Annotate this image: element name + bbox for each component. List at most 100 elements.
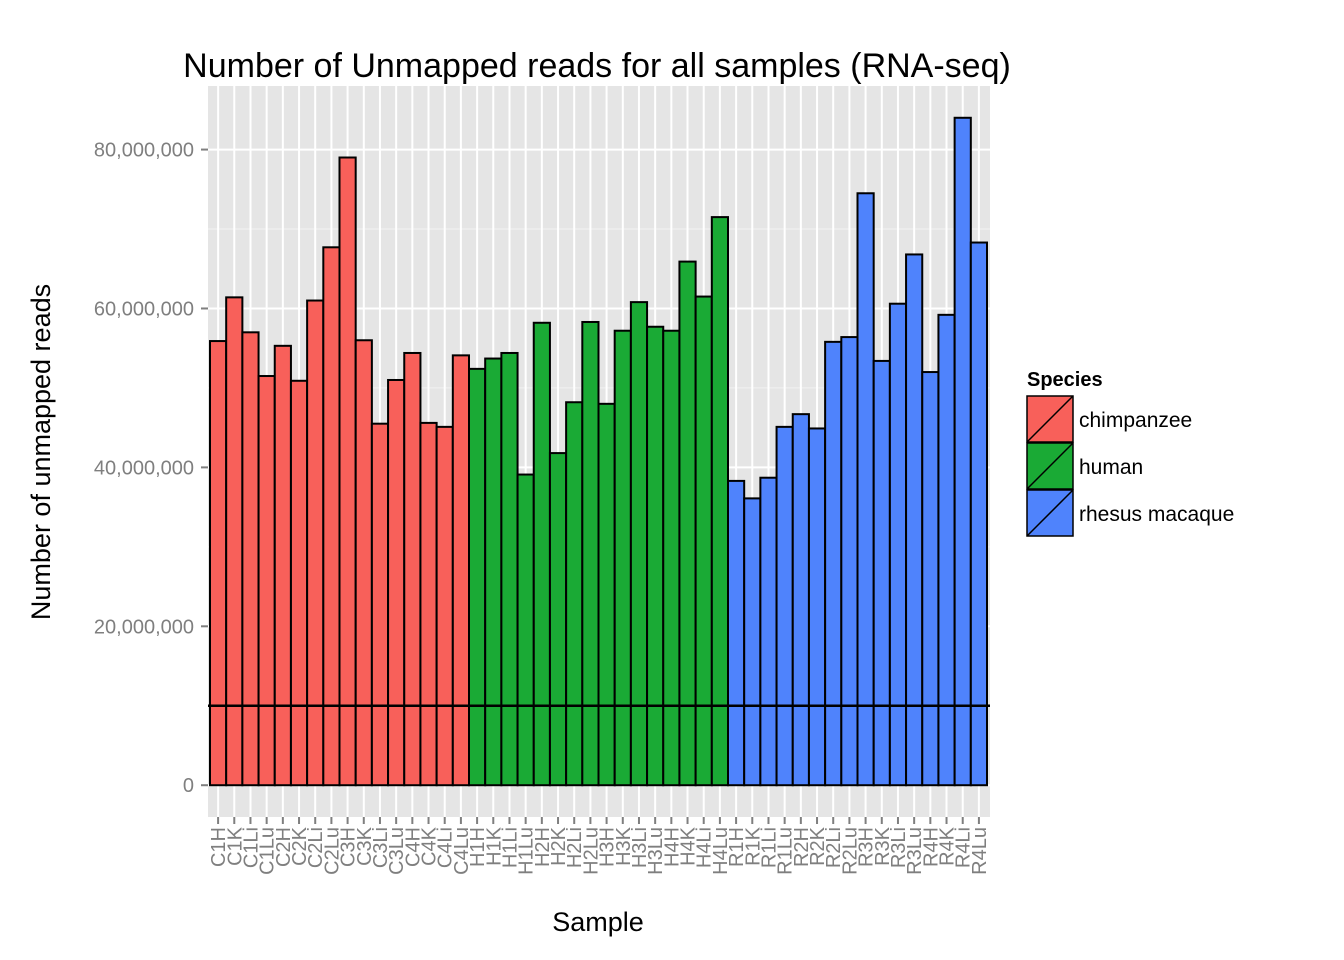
x-tick-label: H2K [548,826,570,866]
bar-R4Lu [969,241,988,787]
bar-C3Li [370,422,390,787]
bar-C1H [209,340,228,787]
bar-H1H [468,367,487,787]
x-tick-label: R2H [791,827,813,867]
x-tick-label: C3H [338,827,360,867]
x-tick-label: C2Lu [321,827,343,875]
x-tick-label: C4K [419,826,441,866]
bar-H2H [532,321,551,787]
x-tick-label: H2H [532,827,554,867]
x-tick-label: R2Lu [839,827,861,875]
x-tick-label: C2H [273,827,295,867]
bar-R3Li [888,302,908,787]
x-tick-label: R1H [726,827,748,867]
chart-title: Number of Unmapped reads for all samples… [183,47,1011,85]
bar-C2Li [306,299,325,787]
bar-H1K [484,357,503,787]
bar-H3Li [629,301,649,787]
x-tick-label: R4Lu [969,827,991,875]
y-axis-title: Number of unmapped reads [26,284,56,620]
x-tick-label: C2Li [305,827,327,868]
bar-C4Lu [451,354,470,787]
x-tick-label: R1Lu [775,827,797,875]
x-tick-label: R4K [937,826,959,866]
bar-R3H [856,192,875,787]
bar-H2K [548,452,568,787]
legend-label: rhesus macaque [1079,503,1234,526]
x-tick-label: C2K [289,826,311,866]
bar-R4H [921,371,940,787]
bar-C4Li [435,425,454,787]
bar-R1Li [759,476,778,787]
x-tick-label: R3Li [888,827,910,868]
bar-C2H [273,344,292,787]
bar-R2Li [824,340,843,787]
bar-H1Li [500,351,519,787]
bar-H4H [662,329,681,787]
bar-R4K [937,313,956,787]
y-tick-label: 40,000,000 [94,457,194,479]
x-tick-label: H1Lu [516,827,538,875]
bars [209,116,988,787]
legend-title: Species [1027,369,1103,391]
bar-H2Lu [581,320,600,787]
y-tick-label: 0 [183,775,194,797]
x-tick-label: H4Li [694,827,716,868]
bar-R4Li [953,116,972,787]
x-tick-label: R3K [872,826,894,866]
x-tick-label: H4K [678,826,700,866]
bar-R2K [807,427,827,787]
x-axis-title: Sample [552,907,644,937]
bar-C3Lu [387,378,406,787]
x-tick-label: C4H [402,827,424,867]
bar-C1Li [241,331,260,787]
bar-H2Li [565,401,584,787]
legend-label: chimpanzee [1079,409,1192,432]
x-tick-label: H3Lu [645,827,667,875]
x-tick-label: H3Li [629,827,651,868]
x-tick-label: R1Li [758,827,780,868]
bar-R1H [727,479,746,787]
x-tick-label: C1Li [240,827,262,868]
legend-key-slash [1026,489,1074,537]
x-tick-label: C1Lu [257,827,279,875]
x-tick-label: H3K [613,826,635,866]
x-axis: C1HC1KC1LiC1LuC2HC2KC2LiC2LuC3HC3KC3LiC3… [208,817,991,875]
legend-key-slash [1026,395,1074,443]
x-tick-label: C4Lu [451,827,473,875]
bar-H3H [597,402,616,787]
x-tick-label: R4Li [953,827,975,868]
x-tick-label: H3H [597,827,619,867]
bar-H3Lu [646,325,665,787]
bar-C4K [419,421,438,787]
bar-C2K [289,379,309,787]
x-tick-label: H4Lu [710,827,732,875]
y-tick-label: 60,000,000 [94,298,194,320]
x-tick-label: H4H [661,827,683,867]
x-tick-label: H1H [467,827,489,867]
y-tick-label: 20,000,000 [94,616,194,638]
bar-C1Lu [257,375,276,787]
x-tick-label: R4H [920,827,942,867]
legend-key-slash [1026,442,1074,490]
bar-H4Lu [710,216,729,787]
legend-label: human [1079,456,1143,479]
x-tick-label: H1Li [499,827,521,868]
x-tick-label: C3Lu [386,827,408,875]
bar-C3H [338,156,357,787]
x-tick-label: C3Li [370,827,392,868]
bar-H1Lu [516,473,535,787]
x-tick-label: H2Lu [580,827,602,875]
bar-R1K [743,497,762,787]
y-tick-label: 80,000,000 [94,140,194,162]
x-tick-label: C3K [354,826,376,866]
bar-C4H [403,351,422,787]
x-tick-label: R3H [856,827,878,867]
bar-R2Lu [840,336,859,787]
legend: Species chimpanzee human rhesus macaque [1026,369,1234,537]
x-tick-label: R1K [742,826,764,866]
bar-H3K [613,329,632,787]
x-tick-label: R2Li [823,827,845,868]
x-tick-label: C1K [224,826,246,866]
bar-R1Lu [775,425,794,787]
